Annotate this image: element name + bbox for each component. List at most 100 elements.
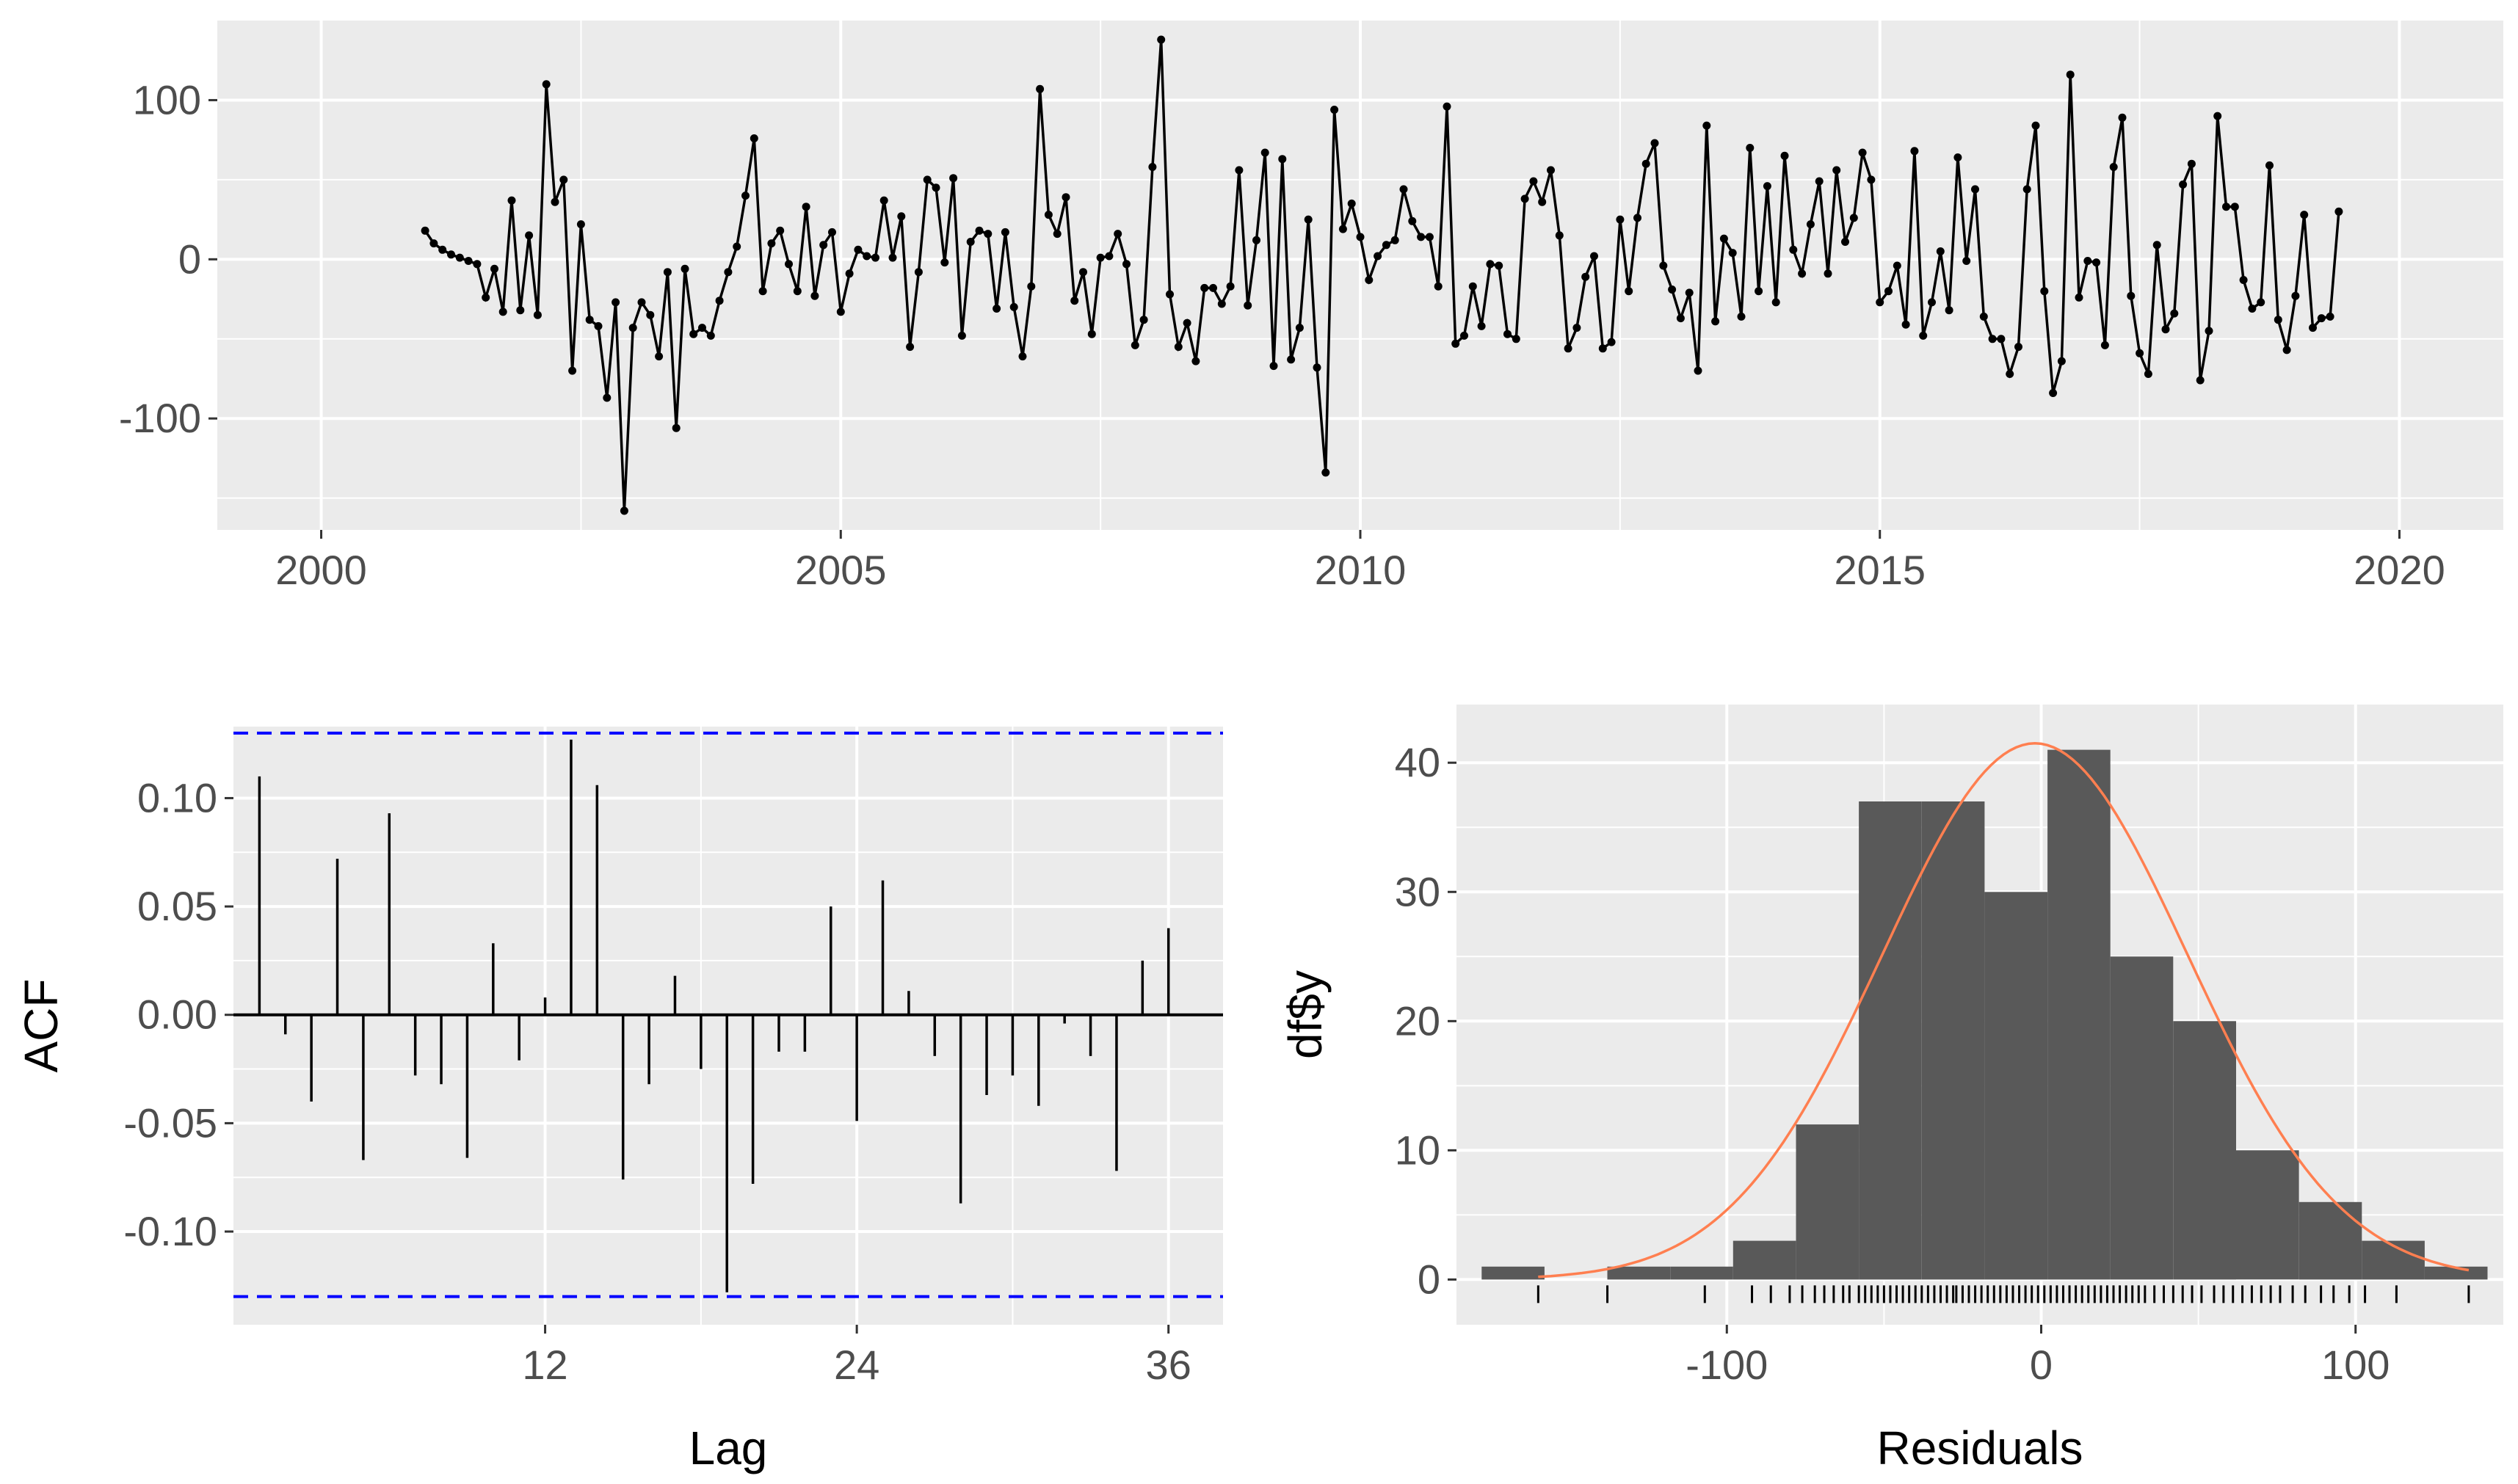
data-point — [1468, 282, 1477, 291]
data-point — [1893, 261, 1901, 270]
data-point — [2334, 207, 2343, 216]
y-tick-label: -100 — [119, 395, 201, 441]
data-point — [1105, 252, 1114, 261]
data-point — [594, 321, 603, 330]
data-point — [1737, 312, 1746, 321]
data-point — [1252, 236, 1260, 244]
data-point — [2230, 203, 2239, 211]
data-point — [1590, 252, 1598, 261]
data-point — [1278, 155, 1287, 164]
data-point — [993, 305, 1001, 313]
data-point — [1668, 285, 1677, 294]
data-point — [1694, 366, 1702, 375]
data-point — [2014, 343, 2022, 352]
data-point — [637, 298, 646, 307]
data-point — [2257, 298, 2265, 307]
data-point — [1434, 282, 1443, 291]
data-point — [1330, 106, 1339, 114]
data-point — [2291, 291, 2300, 300]
data-point — [1564, 344, 1572, 353]
histogram-bar — [1921, 801, 1985, 1280]
data-point — [2196, 376, 2205, 385]
data-point — [975, 226, 984, 235]
data-point — [1971, 185, 1979, 194]
data-point — [1304, 215, 1313, 224]
data-point — [507, 196, 516, 205]
histogram-bar — [1796, 1124, 1860, 1280]
data-point — [1936, 247, 1945, 255]
normal-density-curve — [1538, 742, 2470, 1279]
data-point — [1495, 261, 1503, 270]
data-point — [1053, 230, 1062, 239]
data-point — [750, 134, 758, 142]
histogram-bar — [2362, 1240, 2425, 1280]
data-point — [1538, 197, 1547, 206]
data-point — [1295, 324, 1304, 332]
data-point — [2213, 112, 2222, 120]
x-axis-title: Residuals — [1876, 1422, 2083, 1474]
data-point — [1217, 299, 1226, 308]
data-point — [1417, 233, 1426, 241]
data-point — [1858, 148, 1867, 157]
data-point — [1702, 121, 1711, 130]
data-point — [1650, 139, 1659, 148]
data-point — [1607, 338, 1616, 346]
data-point — [932, 183, 940, 192]
data-point — [1122, 260, 1131, 269]
data-point — [2040, 287, 2049, 296]
data-point — [733, 242, 741, 251]
data-point — [1399, 185, 1408, 194]
data-point — [1044, 211, 1053, 219]
data-point — [1876, 298, 1884, 307]
data-point — [1269, 362, 1278, 371]
histogram-bar — [1859, 801, 1922, 1280]
data-point — [1572, 324, 1581, 332]
data-point — [758, 287, 767, 296]
data-point — [1166, 290, 1174, 299]
data-point — [1901, 320, 1910, 329]
y-tick-label: 0.05 — [137, 883, 217, 929]
data-point — [1477, 321, 1486, 330]
y-tick-label: 100 — [133, 76, 201, 123]
data-point — [2179, 180, 2188, 189]
data-point — [585, 316, 594, 324]
data-point — [1313, 363, 1321, 372]
data-point — [2152, 241, 2161, 250]
data-point — [1962, 257, 1971, 265]
data-point — [2031, 121, 2040, 130]
data-point — [1728, 249, 1737, 258]
data-point — [429, 239, 438, 248]
data-point — [897, 212, 906, 221]
data-point — [863, 252, 871, 261]
data-point — [1616, 215, 1625, 224]
data-point — [793, 287, 802, 296]
x-tick-label: 12 — [522, 1342, 567, 1388]
data-point — [672, 423, 681, 432]
data-point — [2326, 312, 2334, 321]
data-point — [1867, 175, 1876, 184]
data-point — [1183, 319, 1191, 327]
data-point — [724, 268, 733, 277]
histogram-bar — [2299, 1201, 2362, 1280]
data-point — [1036, 84, 1045, 93]
data-point — [2161, 325, 2170, 334]
data-point — [1027, 282, 1036, 291]
data-point — [957, 331, 966, 340]
y-tick-label: 0 — [1418, 1256, 1440, 1302]
data-point — [576, 220, 585, 229]
histogram-bar — [2047, 749, 2111, 1280]
data-point — [1139, 316, 1148, 324]
data-point — [715, 297, 724, 305]
x-tick-label: 24 — [834, 1342, 879, 1388]
data-point — [845, 269, 854, 278]
data-point — [1555, 231, 1564, 240]
data-point — [1443, 102, 1451, 111]
histogram-bar — [1984, 892, 2047, 1280]
data-point — [914, 268, 923, 277]
data-point — [776, 226, 785, 235]
data-point — [490, 264, 498, 273]
data-point — [2205, 327, 2213, 335]
data-point — [1789, 245, 1798, 254]
data-point — [1512, 335, 1520, 343]
data-point — [949, 174, 958, 183]
